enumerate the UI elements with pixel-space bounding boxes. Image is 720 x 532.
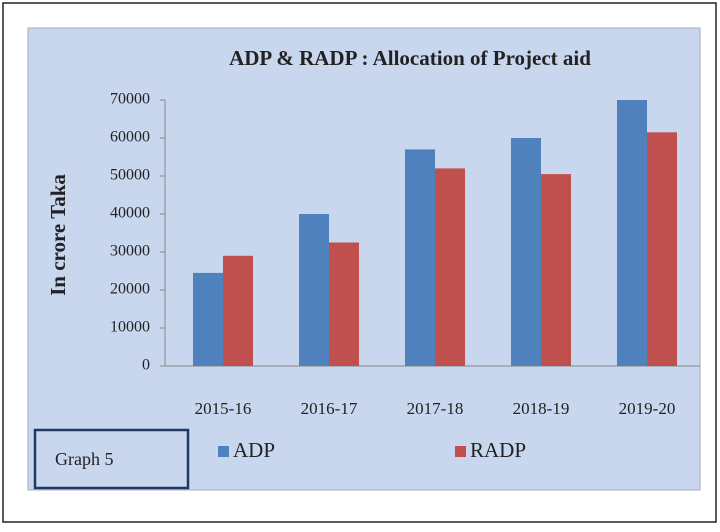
y-axis-label: In crore Taka — [46, 174, 70, 296]
bar — [329, 242, 359, 366]
bar — [223, 255, 253, 366]
y-tick-label: 60000 — [110, 129, 150, 146]
legend-swatch — [218, 446, 229, 457]
bar — [435, 168, 465, 366]
caption-box — [33, 428, 190, 490]
bar — [193, 272, 223, 366]
legend-label: ADP — [233, 438, 275, 462]
y-tick-label: 30000 — [110, 243, 150, 260]
y-tick-label: 0 — [142, 357, 150, 374]
bar — [299, 214, 329, 366]
legend-swatch — [455, 446, 466, 457]
chart-title: ADP & RADP : Allocation of Project aid — [229, 46, 591, 70]
x-tick-label: 2015-16 — [195, 399, 252, 418]
y-tick-label: 40000 — [110, 205, 150, 222]
x-tick-label: 2017-18 — [407, 399, 464, 418]
bar — [405, 149, 435, 366]
caption: Graph 5 — [55, 449, 113, 469]
y-tick-label: 50000 — [110, 167, 150, 184]
y-tick-label: 70000 — [110, 91, 150, 108]
bar — [647, 132, 677, 366]
x-tick-label: 2016-17 — [301, 399, 358, 418]
chart-area — [27, 27, 701, 491]
legend-label: RADP — [470, 438, 526, 462]
bar — [617, 100, 647, 366]
y-tick-label: 10000 — [110, 319, 150, 336]
bar — [541, 174, 571, 366]
bar — [511, 138, 541, 366]
y-tick-label: 20000 — [110, 281, 150, 298]
x-tick-label: 2018-19 — [513, 399, 570, 418]
x-tick-label: 2019-20 — [619, 399, 676, 418]
